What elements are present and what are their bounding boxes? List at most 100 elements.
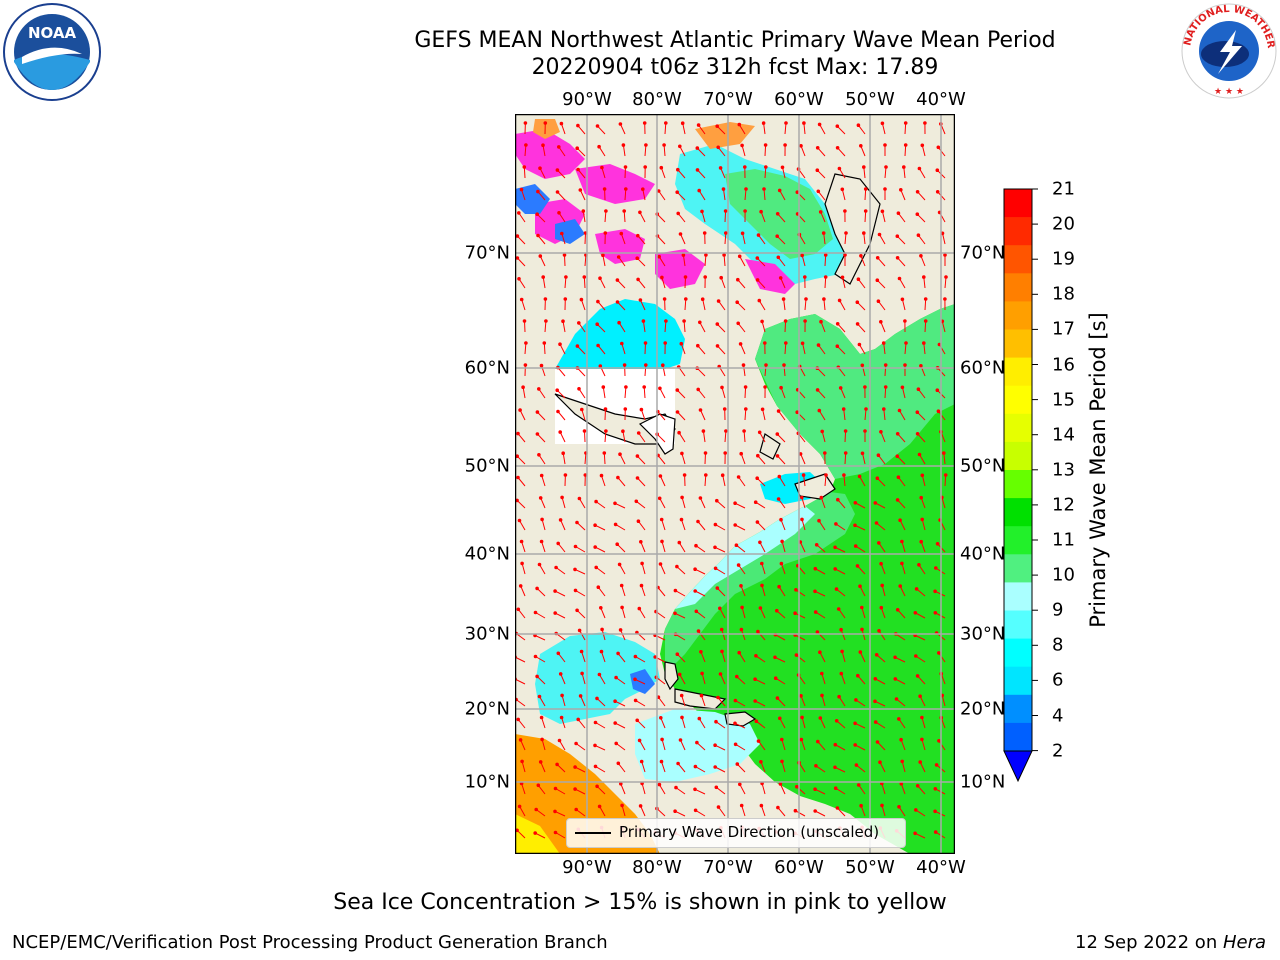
wave-arrow-head (813, 809, 818, 813)
wave-arrow-head (620, 605, 624, 610)
wave-arrow (716, 323, 726, 333)
wave-arrow-head (516, 475, 520, 480)
wave-arrow (880, 607, 886, 619)
wave-arrow-head (735, 300, 739, 304)
wave-arrow-head (598, 276, 602, 280)
wave-arrow (559, 431, 566, 443)
wave-arrow-head (640, 561, 644, 566)
wave-arrow-head (935, 168, 940, 173)
wave-arrow-head (675, 410, 680, 414)
wave-arrow (900, 783, 906, 795)
wave-arrow-head (713, 566, 718, 571)
wave-arrow-head (880, 209, 885, 214)
sea-ice-blue (515, 184, 655, 694)
wave-arrow (604, 408, 606, 421)
wave-arrow (697, 521, 706, 531)
wave-arrow (876, 522, 886, 531)
wave-arrow-head (933, 787, 938, 791)
wave-arrow (576, 147, 586, 157)
wave-arrow-head (543, 121, 548, 125)
wave-arrow-head (942, 451, 946, 455)
wave-arrow-head (935, 542, 940, 546)
wave-arrow (837, 147, 846, 157)
wave-arrow-head (560, 495, 564, 500)
wave-arrow (575, 589, 586, 597)
wave-arrow-head (763, 385, 767, 389)
wave-arrow (720, 167, 726, 179)
wave-arrow (899, 278, 906, 289)
wave-arrow (577, 169, 586, 179)
wave-arrow-head (653, 655, 657, 659)
wave-arrow (918, 168, 926, 179)
wave-arrow-head (743, 209, 747, 213)
wave-arrow (601, 475, 606, 487)
wave-arrow (536, 588, 546, 597)
wave-arrow (921, 717, 926, 729)
wave-arrow (899, 519, 906, 531)
wave-arrow (638, 432, 646, 443)
wave-arrow (863, 167, 866, 179)
wave-arrow (578, 498, 586, 509)
wave-arrow (779, 718, 786, 729)
wave-arrow-head (879, 430, 883, 434)
wave-arrow-head (703, 275, 707, 279)
wave-arrow-head (560, 693, 564, 698)
wave-arrow-head (580, 671, 584, 676)
wave-arrow-head (780, 759, 784, 764)
wave-arrow (814, 810, 826, 817)
colorbar-tick-label: 10 (1052, 564, 1075, 586)
wave-arrow (894, 656, 906, 663)
wave-arrow (681, 717, 686, 729)
wave-arrow-head (695, 146, 700, 150)
wave-arrow (855, 502, 866, 509)
wave-arrow-head (555, 190, 560, 194)
wave-arrow-head (517, 804, 522, 809)
map-frame (515, 114, 955, 854)
wave-arrow (541, 739, 546, 751)
wave-arrow (875, 721, 886, 729)
colorbar-segment (1004, 610, 1032, 640)
wave-arrow-head (538, 166, 542, 171)
wave-arrow (539, 564, 546, 575)
wave-arrow-head (558, 518, 563, 522)
wave-arrow-head (696, 629, 701, 633)
wave-arrow-head (563, 473, 568, 477)
wave-arrow-head (854, 698, 858, 702)
wave-arrow-head (633, 654, 638, 659)
wave-arrow-head (716, 299, 721, 303)
wave-arrow-head (799, 144, 803, 148)
wave-arrow-head (675, 388, 680, 392)
wave-arrow-head (759, 760, 763, 764)
wave-arrow (661, 277, 666, 289)
wave-arrow-head (718, 606, 722, 611)
colorbar-tick-label: 2 (1052, 740, 1064, 762)
wave-arrow-head (881, 341, 886, 345)
wave-arrow-head (740, 143, 744, 148)
wave-arrow-head (853, 501, 858, 505)
wave-arrow (524, 144, 527, 157)
wave-arrow-head (874, 653, 879, 657)
wave-arrow-head (617, 562, 622, 567)
wave-arrow-head (599, 649, 604, 654)
wave-arrow (682, 255, 686, 267)
wave-arrow-head (917, 166, 922, 171)
wave-arrow-head (920, 473, 925, 478)
wave-arrow (618, 322, 626, 333)
wave-arrow-head (696, 387, 700, 392)
wave-arrow-head (737, 650, 741, 655)
wave-arrow (895, 678, 906, 685)
wave-arrow (659, 498, 666, 509)
wave-arrow (541, 475, 546, 487)
wave-arrow-head (923, 121, 927, 125)
wave-arrow-head (517, 211, 521, 215)
wave-arrow (884, 166, 887, 179)
wave-arrow (917, 675, 926, 685)
wave-arrow-head (933, 830, 938, 834)
wave-arrow (662, 365, 666, 377)
wave-arrow-head (700, 209, 704, 214)
wave-arrow (601, 651, 606, 663)
wave-arrow-head (900, 759, 905, 764)
colorbar-tick-label: 12 (1052, 494, 1075, 516)
wave-arrow-head (624, 187, 628, 191)
wave-arrow-head (835, 806, 840, 810)
